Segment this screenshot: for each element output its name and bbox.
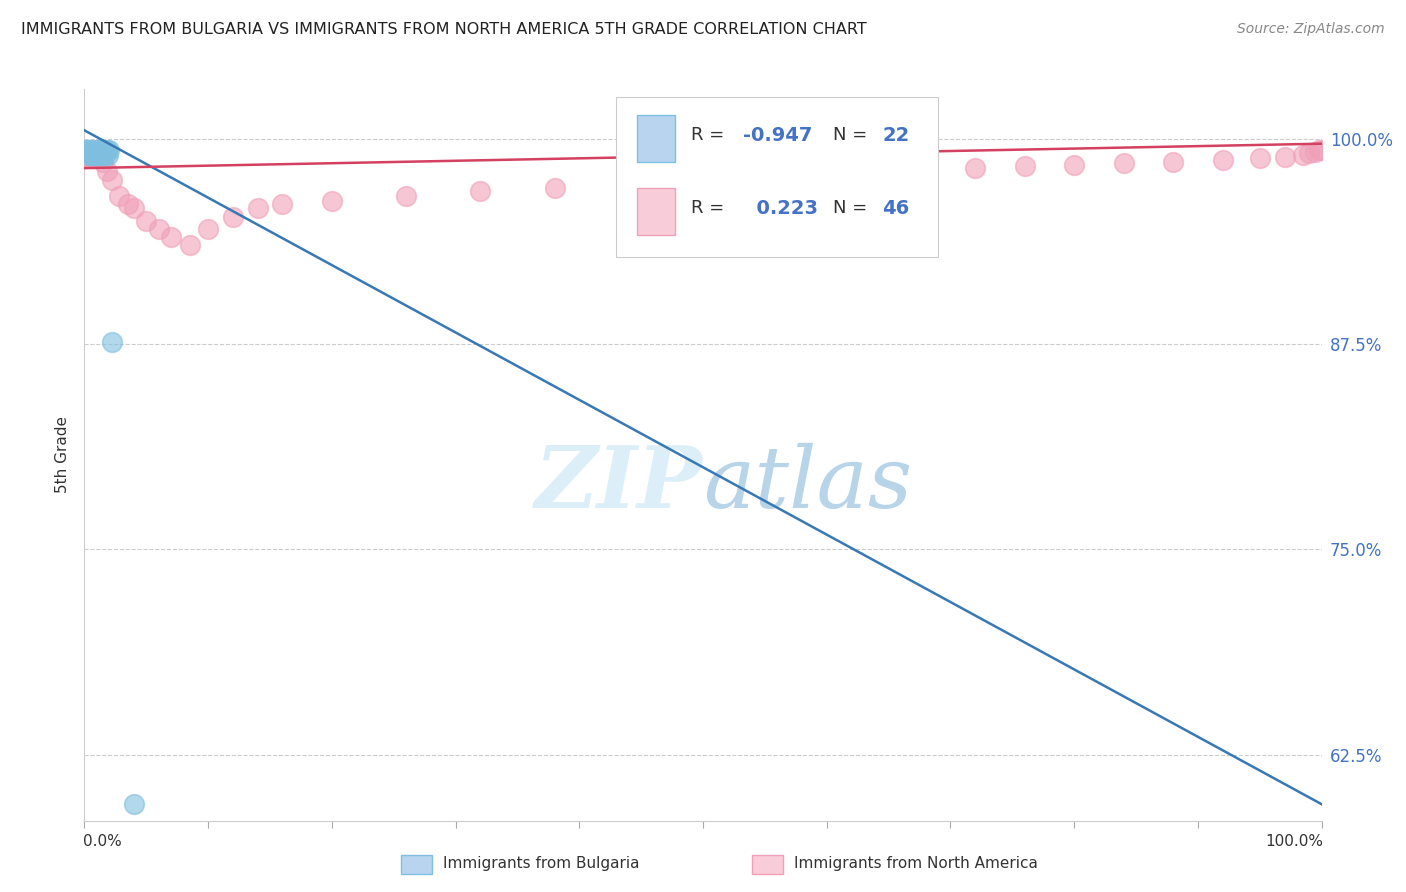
- Point: [94, 148, 117, 162]
- Point: [122, 201, 145, 215]
- Point: [617, 178, 640, 192]
- Point: [93, 143, 115, 157]
- Text: R =: R =: [690, 200, 730, 218]
- Point: [395, 189, 418, 203]
- Point: [82, 148, 104, 162]
- Text: IMMIGRANTS FROM BULGARIA VS IMMIGRANTS FROM NORTH AMERICA 5TH GRADE CORRELATION : IMMIGRANTS FROM BULGARIA VS IMMIGRANTS F…: [21, 22, 868, 37]
- Point: [83, 148, 105, 162]
- Point: [91, 148, 114, 162]
- Point: [76, 143, 98, 157]
- Point: [148, 222, 170, 236]
- Point: [75, 143, 97, 157]
- Point: [692, 172, 714, 186]
- Point: [1063, 158, 1085, 172]
- Point: [135, 213, 157, 227]
- Point: [1112, 156, 1135, 170]
- Point: [84, 151, 107, 165]
- Point: [96, 164, 118, 178]
- Point: [87, 148, 110, 162]
- Point: [914, 162, 936, 177]
- Point: [108, 189, 131, 203]
- Text: Immigrants from Bulgaria: Immigrants from Bulgaria: [443, 856, 640, 871]
- FancyBboxPatch shape: [637, 188, 675, 235]
- Point: [89, 143, 111, 157]
- Point: [76, 148, 98, 162]
- Text: atlas: atlas: [703, 442, 912, 525]
- Point: [86, 143, 108, 157]
- Point: [1274, 150, 1296, 164]
- Point: [1212, 153, 1234, 167]
- Point: [1249, 151, 1271, 165]
- Point: [82, 151, 104, 165]
- Point: [91, 154, 114, 169]
- Text: 100.0%: 100.0%: [1265, 834, 1323, 849]
- Point: [1298, 146, 1320, 161]
- Point: [83, 143, 105, 157]
- FancyBboxPatch shape: [637, 115, 675, 162]
- Point: [117, 197, 139, 211]
- Point: [98, 143, 121, 157]
- Point: [222, 211, 245, 225]
- Text: 46: 46: [883, 199, 910, 218]
- Point: [89, 148, 111, 162]
- Point: [122, 797, 145, 812]
- Point: [84, 148, 107, 162]
- Point: [179, 238, 201, 252]
- Point: [1308, 143, 1330, 157]
- Point: [841, 166, 863, 180]
- Text: ZIP: ZIP: [536, 442, 703, 526]
- Point: [246, 201, 269, 215]
- Text: 22: 22: [883, 126, 910, 145]
- FancyBboxPatch shape: [616, 96, 938, 258]
- Point: [79, 151, 101, 165]
- Point: [77, 148, 100, 162]
- Point: [80, 148, 103, 162]
- Point: [89, 148, 111, 162]
- Point: [100, 172, 122, 186]
- Point: [1305, 145, 1327, 159]
- Point: [160, 230, 183, 244]
- Point: [96, 143, 118, 157]
- Point: [1161, 154, 1184, 169]
- Point: [197, 222, 219, 236]
- Point: [1292, 148, 1315, 162]
- Text: Source: ZipAtlas.com: Source: ZipAtlas.com: [1237, 22, 1385, 37]
- Point: [86, 148, 108, 162]
- Text: N =: N =: [832, 127, 873, 145]
- Text: 0.0%: 0.0%: [83, 834, 122, 849]
- Point: [97, 148, 120, 162]
- Point: [470, 184, 492, 198]
- Point: [79, 148, 101, 162]
- Point: [1310, 143, 1333, 157]
- Point: [80, 143, 103, 157]
- Point: [965, 161, 987, 175]
- Point: [90, 143, 112, 157]
- Point: [271, 197, 294, 211]
- Point: [100, 335, 122, 350]
- Text: Immigrants from North America: Immigrants from North America: [794, 856, 1038, 871]
- Text: N =: N =: [832, 200, 873, 218]
- Text: -0.947: -0.947: [742, 126, 813, 145]
- Y-axis label: 5th Grade: 5th Grade: [55, 417, 70, 493]
- Point: [1014, 160, 1036, 174]
- Text: 0.223: 0.223: [742, 199, 818, 218]
- Point: [321, 194, 343, 208]
- Point: [77, 151, 100, 165]
- Point: [79, 143, 101, 157]
- Point: [543, 181, 565, 195]
- Point: [766, 169, 789, 184]
- Point: [79, 148, 101, 162]
- Text: R =: R =: [690, 127, 730, 145]
